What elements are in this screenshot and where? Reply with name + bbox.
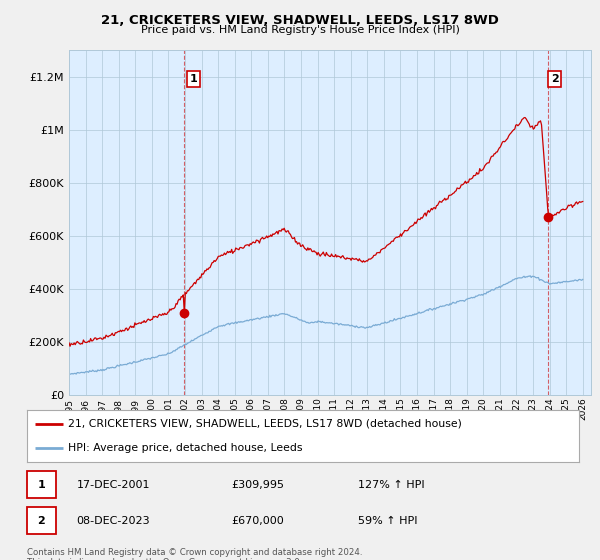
Text: HPI: Average price, detached house, Leeds: HPI: Average price, detached house, Leed…	[68, 443, 303, 453]
Text: 2: 2	[551, 74, 559, 84]
Text: Contains HM Land Registry data © Crown copyright and database right 2024.
This d: Contains HM Land Registry data © Crown c…	[27, 548, 362, 560]
Text: £670,000: £670,000	[231, 516, 284, 526]
FancyBboxPatch shape	[27, 471, 56, 498]
Text: Price paid vs. HM Land Registry's House Price Index (HPI): Price paid vs. HM Land Registry's House …	[140, 25, 460, 35]
Text: 59% ↑ HPI: 59% ↑ HPI	[358, 516, 418, 526]
Text: 08-DEC-2023: 08-DEC-2023	[77, 516, 151, 526]
Text: £309,995: £309,995	[231, 479, 284, 489]
Text: 2: 2	[37, 516, 45, 526]
Text: 17-DEC-2001: 17-DEC-2001	[77, 479, 150, 489]
FancyBboxPatch shape	[27, 507, 56, 534]
Text: 127% ↑ HPI: 127% ↑ HPI	[358, 479, 425, 489]
Text: 21, CRICKETERS VIEW, SHADWELL, LEEDS, LS17 8WD (detached house): 21, CRICKETERS VIEW, SHADWELL, LEEDS, LS…	[68, 419, 462, 429]
Text: 1: 1	[190, 74, 197, 84]
Text: 1: 1	[37, 479, 45, 489]
Text: 21, CRICKETERS VIEW, SHADWELL, LEEDS, LS17 8WD: 21, CRICKETERS VIEW, SHADWELL, LEEDS, LS…	[101, 14, 499, 27]
